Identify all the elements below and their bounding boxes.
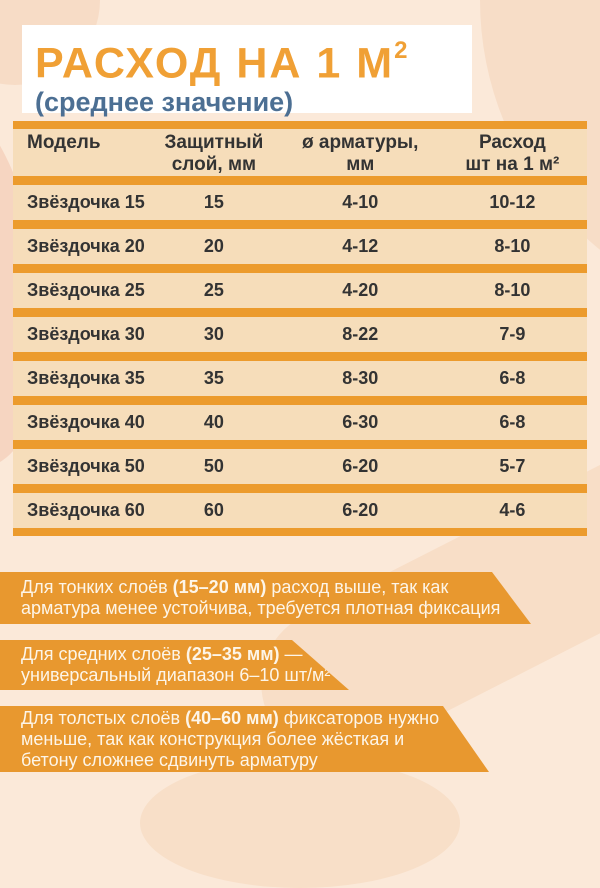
consumption-table: Модель Защитный слой, мм ø арматуры, мм … <box>13 121 587 536</box>
table-row: Звёздочка 15 15 4-10 10-12 <box>13 185 587 220</box>
cell-model: Звёздочка 40 <box>27 412 145 432</box>
cell-rebar-diameter: 6-20 <box>342 456 379 476</box>
note-line: Для средних слоёв (25–35 мм) — <box>21 644 349 665</box>
table-row: Звёздочка 50 50 6-20 5-7 <box>13 449 587 484</box>
note-medium-layers: Для средних слоёв (25–35 мм) — универсал… <box>0 640 349 690</box>
cell-protective-layer: 60 <box>203 500 224 520</box>
note-text-bold: (40–60 мм) <box>185 707 279 728</box>
note-text-segment: фиксаторов нужно <box>278 707 440 728</box>
table-row: Звёздочка 40 40 6-30 6-8 <box>13 405 587 440</box>
header-rebar-diameter: ø арматуры, мм <box>283 132 438 176</box>
cell-consumption: 8-10 <box>494 236 531 256</box>
cell-protective-layer: 40 <box>203 412 224 432</box>
note-text-segment: универсальный диапазон 6–10 шт/м² <box>21 665 331 685</box>
note-line: универсальный диапазон 6–10 шт/м² <box>21 665 349 686</box>
cell-consumption: 6-8 <box>499 368 526 388</box>
note-text-segment: бетону сложнее сдвинуть арматуру <box>21 749 318 770</box>
cell-rebar-diameter: 8-30 <box>342 368 379 388</box>
cell-rebar-diameter: 6-30 <box>342 412 379 432</box>
header-consumption: Расход шт на 1 м² <box>438 132 587 176</box>
cell-rebar-diameter: 6-20 <box>342 500 379 520</box>
note-text-segment: — <box>279 644 303 664</box>
cell-rebar-diameter: 4-20 <box>342 280 379 300</box>
header-consumption-line1: Расход <box>478 132 546 153</box>
header-model: Модель <box>13 132 145 176</box>
title-box: РАСХОД НА 1 М2 (среднее значение) <box>22 25 472 117</box>
header-model-line1: Модель <box>27 132 101 153</box>
note-text-segment: расход выше, так как <box>266 577 449 597</box>
cell-consumption: 8-10 <box>494 280 531 300</box>
cell-model: Звёздочка 20 <box>27 236 145 256</box>
table-row: Звёздочка 20 20 4-12 8-10 <box>13 229 587 264</box>
note-line: Для тонких слоёв (15–20 мм) расход выше,… <box>21 577 531 598</box>
note-text-segment: меньше, так как конструкция более жёстка… <box>21 728 405 749</box>
note-line: Для толстых слоёв (40–60 мм) фиксаторов … <box>21 708 489 729</box>
page-title: РАСХОД НА 1 М2 <box>22 25 472 86</box>
page-title-text: РАСХОД НА 1 М <box>35 39 395 88</box>
table-row: Звёздочка 35 35 8-30 6-8 <box>13 361 587 396</box>
note-line: бетону сложнее сдвинуть арматуру <box>21 750 489 771</box>
cell-model: Звёздочка 30 <box>27 324 145 344</box>
cell-protective-layer: 25 <box>203 280 224 300</box>
table-header-row: Модель Защитный слой, мм ø арматуры, мм … <box>13 129 587 176</box>
note-text-bold: (15–20 мм) <box>172 577 267 597</box>
note-text-segment: арматура менее устойчива, требуется плот… <box>21 598 501 618</box>
table-row: Звёздочка 60 60 6-20 4-6 <box>13 493 587 528</box>
note-thin-layers: Для тонких слоёв (15–20 мм) расход выше,… <box>0 572 531 624</box>
note-line: арматура менее устойчива, требуется плот… <box>21 598 531 619</box>
cell-model: Звёздочка 50 <box>27 456 145 476</box>
page-subtitle: (среднее значение) <box>35 87 294 118</box>
cell-consumption: 6-8 <box>499 412 526 432</box>
cell-consumption: 7-9 <box>499 324 526 344</box>
page-title-superscript: 2 <box>394 37 408 64</box>
table-row: Звёздочка 30 30 8-22 7-9 <box>13 317 587 352</box>
cell-rebar-diameter: 4-10 <box>342 192 379 212</box>
header-protective-layer-line2: слой, мм <box>171 154 257 175</box>
cell-rebar-diameter: 4-12 <box>342 236 379 256</box>
header-consumption-line2: шт на 1 м² <box>465 154 560 175</box>
cell-consumption: 4-6 <box>499 500 526 520</box>
cell-protective-layer: 20 <box>203 236 224 256</box>
note-line: меньше, так как конструкция более жёстка… <box>21 729 489 750</box>
note-text-bold: (25–35 мм) <box>185 644 280 664</box>
cell-consumption: 10-12 <box>489 192 536 212</box>
header-rebar-diameter-line2: мм <box>346 154 375 175</box>
cell-model: Звёздочка 15 <box>27 192 145 212</box>
header-protective-layer-line1: Защитный <box>164 132 264 153</box>
cell-model: Звёздочка 25 <box>27 280 145 300</box>
cell-protective-layer: 30 <box>203 324 224 344</box>
cell-protective-layer: 35 <box>203 368 224 388</box>
note-text-segment: Для тонких слоёв <box>21 577 173 597</box>
cell-protective-layer: 50 <box>203 456 224 476</box>
note-thick-layers: Для толстых слоёв (40–60 мм) фиксаторов … <box>0 706 489 772</box>
header-rebar-diameter-line1: ø арматуры, <box>302 132 419 153</box>
cell-protective-layer: 15 <box>203 192 224 212</box>
note-text-segment: Для средних слоёв <box>21 644 186 664</box>
cell-model: Звёздочка 60 <box>27 500 145 520</box>
header-protective-layer: Защитный слой, мм <box>145 132 283 176</box>
cell-model: Звёздочка 35 <box>27 368 145 388</box>
cell-consumption: 5-7 <box>499 456 526 476</box>
table-row: Звёздочка 25 25 4-20 8-10 <box>13 273 587 308</box>
background-blob-bottom <box>140 758 460 888</box>
cell-rebar-diameter: 8-22 <box>342 324 379 344</box>
note-text-segment: Для толстых слоёв <box>21 707 186 728</box>
